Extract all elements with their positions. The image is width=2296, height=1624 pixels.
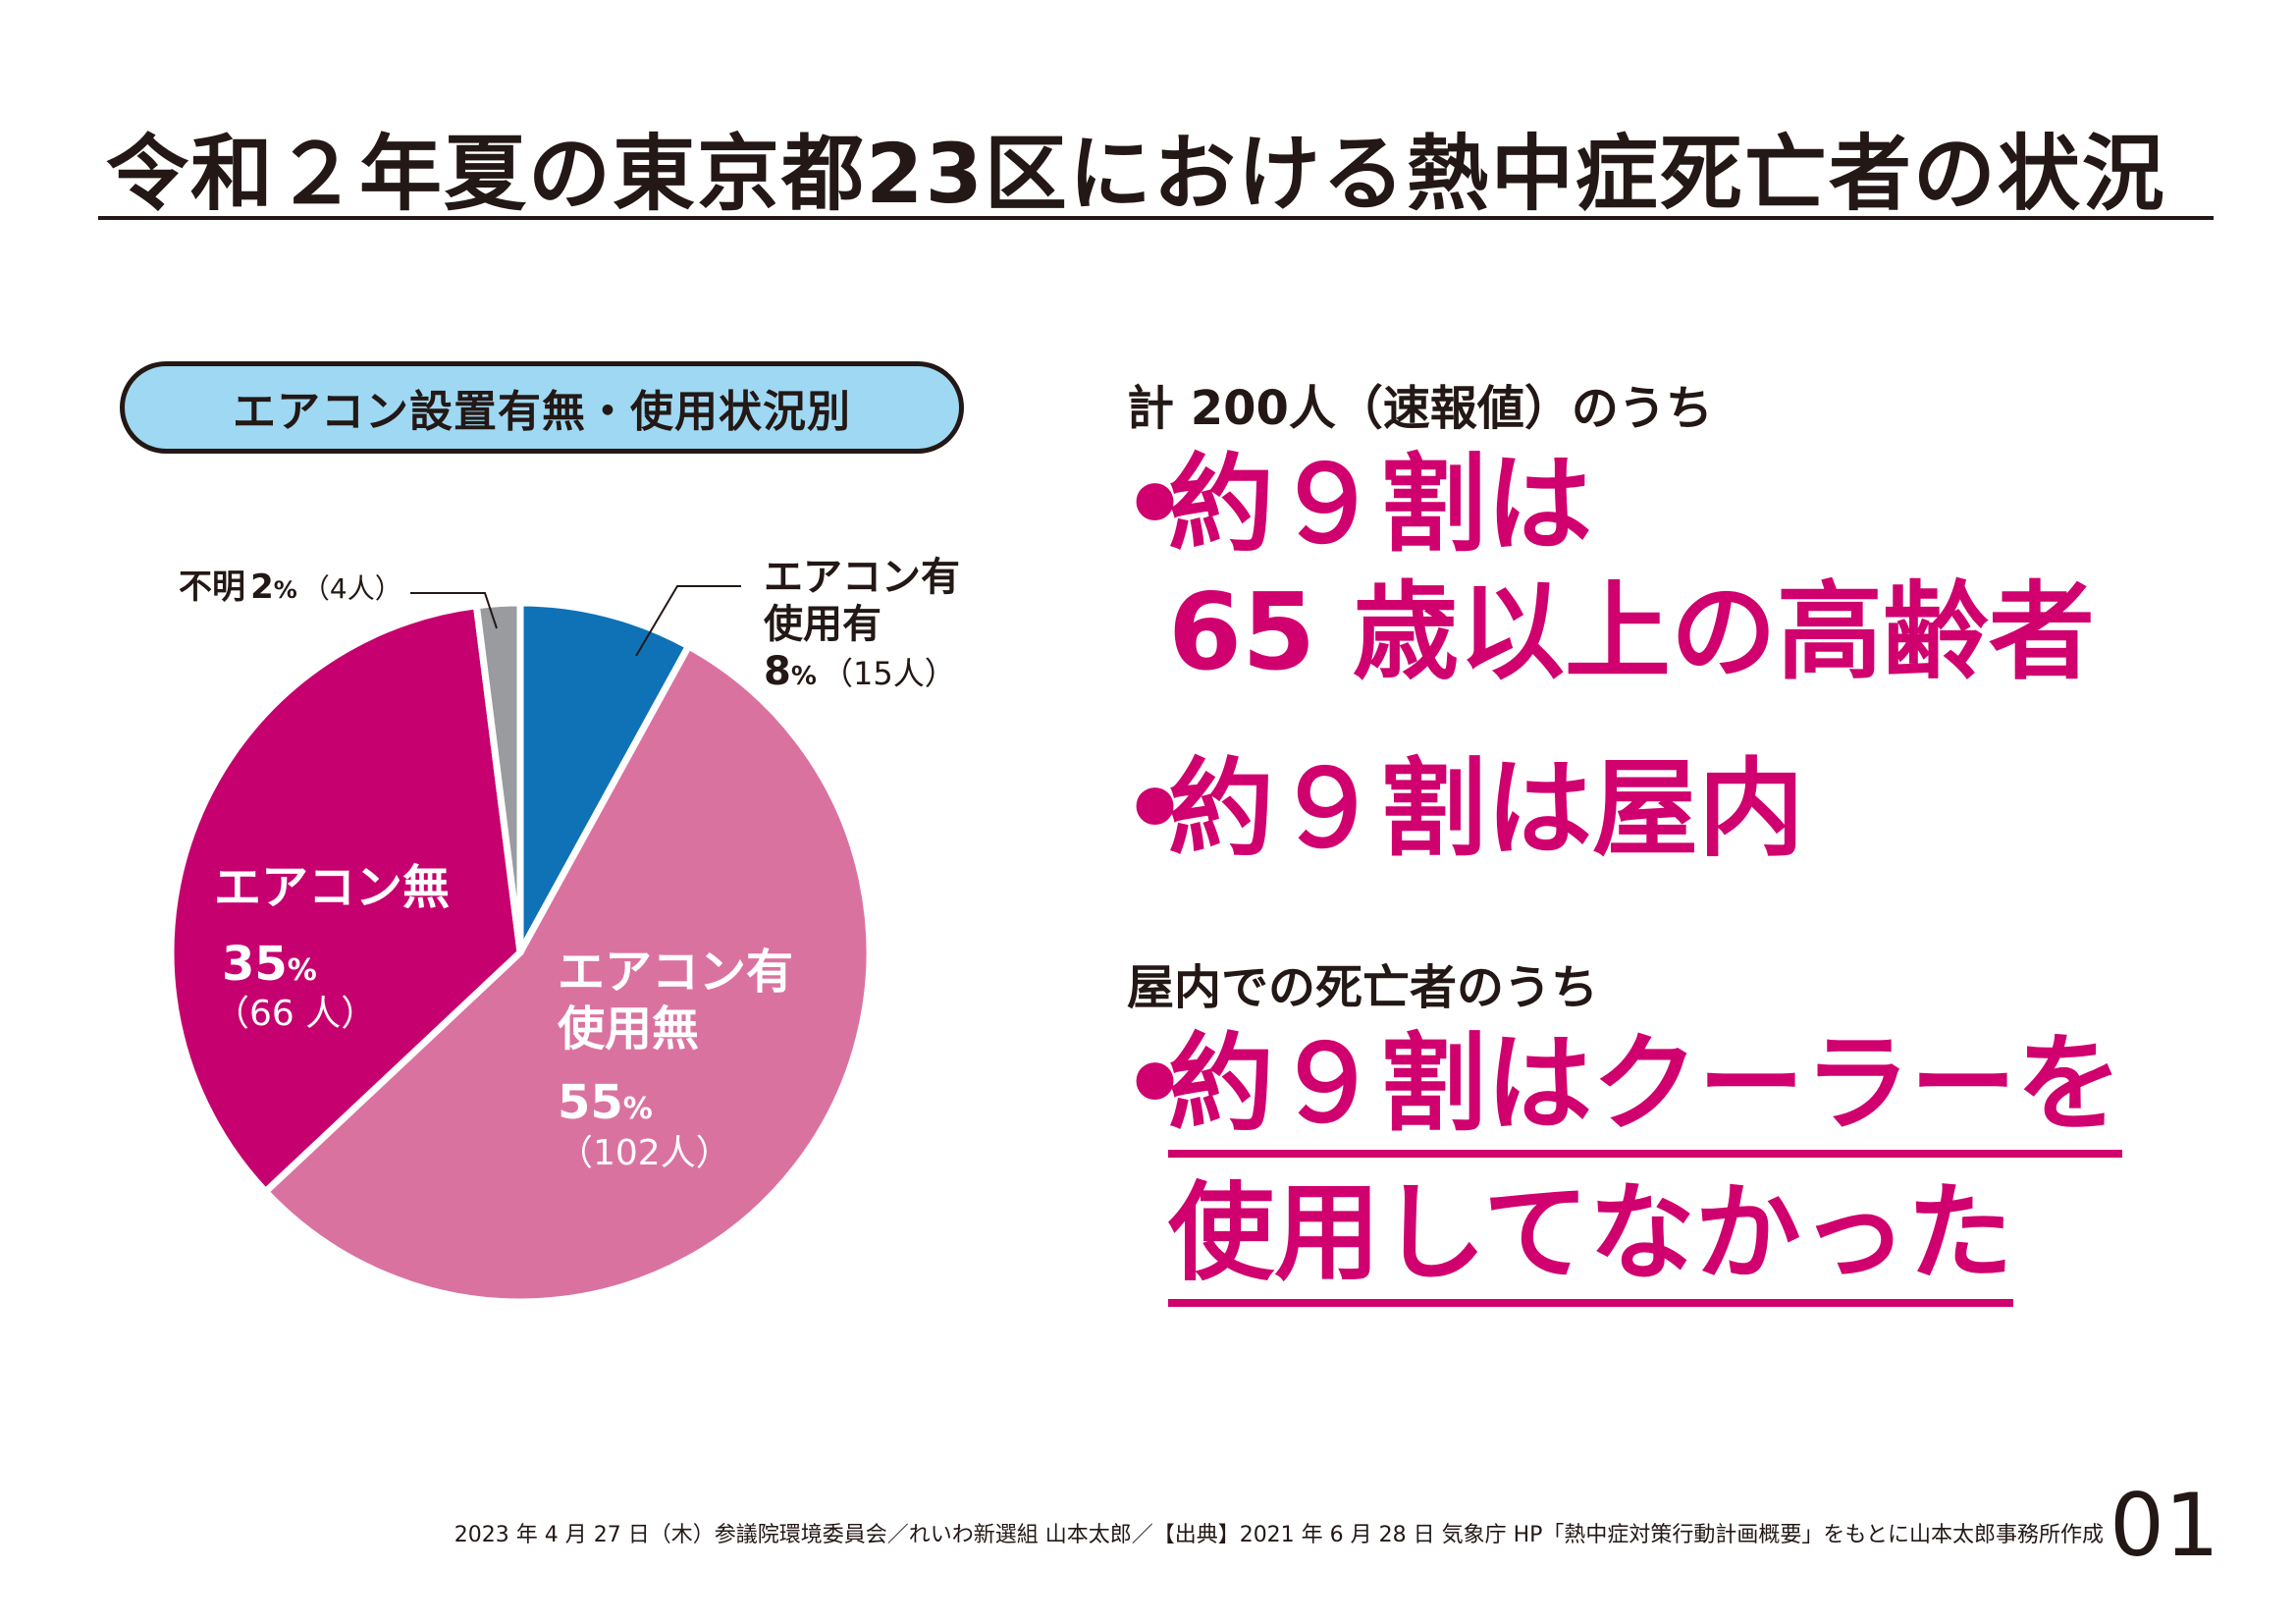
point-elderly: •約９割は 65 歳以上の高齢者 — [1121, 442, 2095, 696]
chart-badge-label: エアコン設置有無・使用状況別 — [233, 387, 851, 437]
page-title: 令和２年夏の東京都23区における熱中症死亡者の状況 — [106, 126, 2166, 222]
footer-source: 2023 年 4 月 27 日（木）参議院環境委員会／れいわ新選組 山本太郎／【… — [454, 1523, 2104, 1547]
title-divider — [98, 216, 2214, 220]
used-name-line1: エアコン有 — [764, 555, 960, 600]
point-indoor: •約９割は屋内 — [1121, 746, 1804, 874]
leader-used — [635, 585, 741, 657]
pie-slice-unknown — [472, 599, 524, 956]
not-used-percent-unit: % — [622, 1092, 653, 1127]
used-count: （15人） — [822, 655, 956, 692]
slice-label-used: エアコン有 使用有 8% （15人） — [764, 554, 960, 695]
none-percent-unit: % — [287, 952, 317, 988]
not-used-count: （102人） — [558, 1132, 731, 1173]
slice-label-unknown: 不明 2% （4人） — [179, 568, 402, 608]
pie-slices — [167, 599, 874, 1306]
point-cooler-line2: 使用してなかった — [1168, 1171, 2013, 1307]
none-count: （66 人） — [214, 994, 377, 1035]
point-elderly-line1: 約９割は — [1168, 444, 1593, 567]
not-used-name-line1: エアコン有 — [558, 945, 794, 1000]
slice-label-none: エアコン無 35% （66 人） — [214, 860, 450, 1035]
point-cooler: •約９割はクーラーを 使用してなかった — [1121, 1021, 2123, 1307]
bullet: • — [1121, 1023, 1190, 1146]
page-number: 01 — [2109, 1475, 2219, 1576]
used-name-line2: 使用有 — [764, 602, 881, 647]
point-cooler-line1: 約９割はクーラーを — [1168, 1023, 2123, 1158]
used-percent: 8 — [764, 649, 791, 694]
bullet: • — [1121, 444, 1190, 567]
lead-indoor: 屋内での死亡者のうち — [1127, 960, 1599, 1015]
slice-label-not-used: エアコン有 使用無 55% （102人） — [558, 945, 793, 1174]
point-indoor-text: 約９割は屋内 — [1168, 748, 1805, 871]
unknown-percent: 2 — [250, 568, 274, 607]
none-name: エアコン無 — [214, 860, 451, 915]
leader-unknown — [410, 592, 498, 629]
unknown-count: （4人） — [301, 572, 402, 605]
pie-slice-used — [516, 599, 693, 956]
used-percent-unit: % — [790, 662, 817, 691]
unknown-name: 不明 — [179, 568, 245, 607]
bullet: • — [1121, 748, 1190, 871]
pie-slice-none — [167, 602, 524, 1196]
not-used-name-line2: 使用無 — [558, 1001, 700, 1056]
pie-slice-not_used — [261, 642, 874, 1306]
unknown-percent-unit: % — [273, 576, 297, 604]
lead-total: 計 200人（速報値）のうち — [1127, 381, 1713, 436]
leader-lines — [410, 585, 741, 657]
none-percent: 35 — [222, 936, 288, 992]
not-used-percent: 55 — [558, 1075, 623, 1131]
chart-badge: エアコン設置有無・使用状況別 — [120, 361, 964, 454]
point-elderly-line2: 65 歳以上の高齢者 — [1168, 570, 2095, 694]
